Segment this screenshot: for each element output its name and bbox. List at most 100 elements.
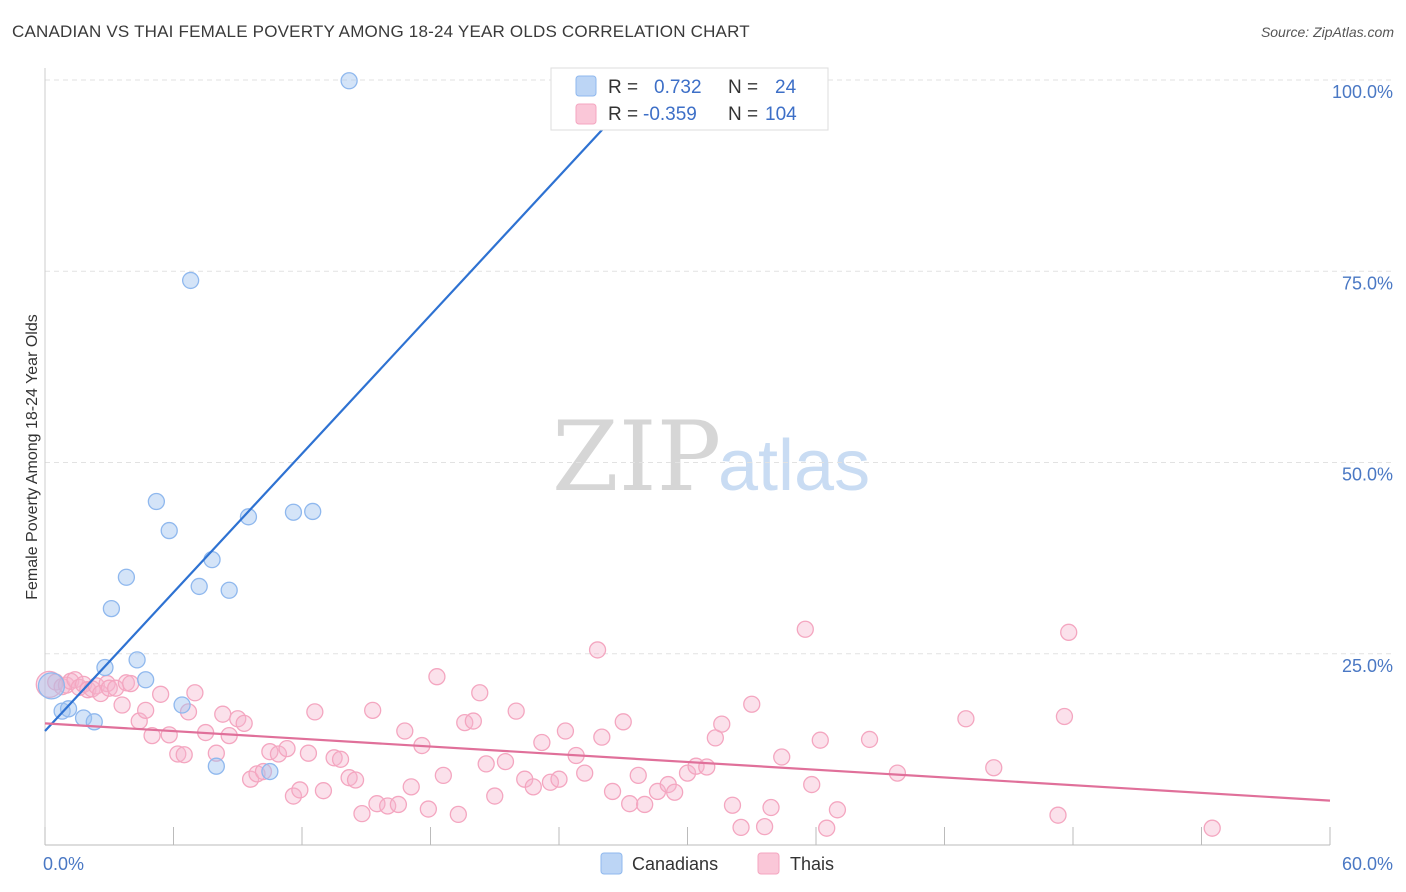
series-thais-points (35, 620, 1221, 837)
point-thais (588, 641, 607, 659)
point-thais (593, 728, 611, 746)
point-thais (713, 715, 731, 733)
point-thais (235, 714, 253, 733)
point-thais (179, 703, 198, 721)
point-thais (113, 696, 131, 714)
point-canadians (340, 72, 358, 90)
point-thais (828, 801, 847, 819)
point-thais (364, 701, 382, 720)
point-thais (471, 684, 489, 702)
point-thais (698, 758, 716, 776)
point-thais (556, 722, 575, 740)
point-thais (811, 731, 829, 749)
y-tick-label: 25.0% (1342, 656, 1393, 676)
tick-labels: 25.0% 50.0% 75.0% 100.0% 0.0% 60.0% (43, 82, 1393, 874)
point-canadians (203, 551, 221, 569)
point-canadians (147, 492, 166, 511)
point-canadians (160, 521, 178, 540)
point-canadians (37, 672, 66, 700)
point-thais (449, 805, 467, 824)
point-thais (636, 795, 654, 814)
legend-n-value-canadians: 24 (775, 77, 797, 98)
y-axis-label: Female Poverty Among 18-24 Year Olds (24, 314, 41, 600)
point-thais (325, 749, 343, 767)
point-thais (629, 766, 647, 785)
point-canadians (117, 568, 136, 586)
point-thais (353, 804, 371, 823)
point-thais (755, 817, 774, 836)
point-canadians (128, 651, 146, 669)
point-thais (291, 781, 309, 799)
point-canadians (59, 700, 78, 718)
point-thais (888, 764, 907, 782)
point-thais (122, 674, 140, 693)
bottom-legend-swatch-canadians (600, 852, 623, 875)
legend-box (550, 67, 829, 131)
point-thais (151, 685, 170, 703)
point-thais (477, 755, 495, 773)
point-thais (762, 798, 780, 817)
point-canadians (207, 757, 225, 775)
point-thais (1203, 819, 1221, 837)
y-tick-label: 50.0% (1342, 465, 1393, 485)
legend-r-label-canadians: R = (608, 77, 638, 98)
legend-swatch-thais (575, 103, 597, 125)
legend-swatch-canadians (575, 75, 597, 97)
point-thais (419, 800, 438, 818)
trend-lines (44, 71, 1331, 802)
watermark-zip: ZIP (552, 401, 721, 513)
point-thais (160, 726, 178, 744)
chart-title: CANADIAN VS THAI FEMALE POVERTY AMONG 18… (12, 22, 750, 41)
point-thais (368, 795, 386, 813)
legend-n-label-canadians: N = (728, 77, 758, 98)
y-tick-label: 100.0% (1332, 82, 1393, 102)
point-thais (496, 752, 515, 771)
point-thais (100, 679, 118, 697)
correlation-legend: R = 0.732 N = 24 R = -0.359 N = 104 (550, 67, 829, 131)
point-thais (314, 782, 333, 800)
trend-line-canadians (44, 71, 657, 732)
point-thais (524, 778, 542, 796)
point-canadians (304, 502, 322, 521)
point-canadians (284, 503, 303, 521)
bottom-legend-swatch-thais (757, 852, 780, 875)
point-thais (1055, 707, 1074, 726)
source-label: Source: ZipAtlas.com (1260, 24, 1394, 40)
point-thais (428, 668, 446, 686)
point-thais (507, 702, 525, 720)
legend-r-value-canadians: 0.732 (654, 77, 702, 98)
bottom-legend-label-thais: Thais (790, 854, 834, 874)
axes (44, 68, 1331, 846)
bottom-legend-label-canadians: Canadians (632, 854, 718, 874)
point-canadians (102, 599, 121, 618)
trend-line-thais (44, 722, 1331, 802)
point-thais (379, 797, 397, 815)
gridlines (45, 79, 1395, 655)
point-thais (346, 771, 365, 789)
point-thais (576, 764, 594, 782)
point-thais (603, 782, 622, 801)
y-tick-label: 75.0% (1342, 273, 1393, 293)
point-thais (985, 759, 1003, 777)
point-thais (331, 750, 350, 768)
point-thais (214, 705, 232, 723)
point-thais (723, 796, 742, 814)
point-thais (278, 739, 296, 758)
point-thais (666, 783, 684, 801)
point-thais (92, 684, 110, 703)
legend-r-label-thais: R = (608, 104, 638, 125)
point-canadians (220, 581, 238, 599)
point-thais (796, 620, 814, 638)
point-thais (306, 703, 324, 721)
point-thais (456, 713, 474, 732)
point-canadians (181, 271, 200, 290)
point-thais (860, 730, 879, 749)
point-thais (732, 818, 750, 837)
watermark: ZIP atlas (552, 401, 870, 513)
point-thais (396, 722, 414, 740)
point-thais (533, 733, 551, 752)
point-thais (550, 770, 568, 788)
point-canadians (261, 762, 279, 781)
point-thais (137, 701, 155, 720)
